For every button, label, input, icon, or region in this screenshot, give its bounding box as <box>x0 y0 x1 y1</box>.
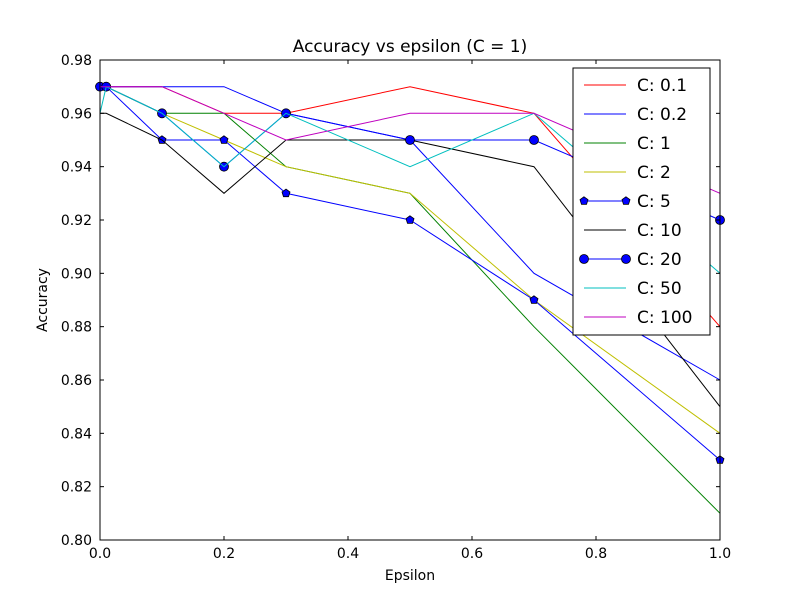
y-tick-label: 0.94 <box>61 160 92 176</box>
x-tick-label: 1.0 <box>709 546 731 562</box>
data-point <box>281 188 291 198</box>
legend-marker <box>621 254 631 264</box>
chart-title: Accuracy vs epsilon (C = 1) <box>293 37 527 57</box>
y-tick-label: 0.96 <box>61 106 92 122</box>
x-tick-label: 0.0 <box>89 546 111 562</box>
x-tick-label: 0.4 <box>337 546 359 562</box>
data-point <box>405 215 415 224</box>
data-point <box>529 295 539 304</box>
legend-label: C: 5 <box>637 192 671 212</box>
data-point <box>529 135 539 145</box>
legend-entry: C: 0.2 <box>584 105 687 125</box>
data-point <box>405 135 415 145</box>
legend-label: C: 0.2 <box>637 105 687 125</box>
legend-entry: C: 100 <box>584 308 692 328</box>
y-tick-label: 0.98 <box>61 53 92 69</box>
y-tick-label: 0.84 <box>61 426 92 442</box>
legend-marker <box>579 196 589 205</box>
y-tick-label: 0.80 <box>61 533 92 549</box>
y-axis-label: Accuracy <box>35 268 51 332</box>
series-line <box>100 112 721 408</box>
legend-label: C: 50 <box>637 279 682 299</box>
legend-label: C: 20 <box>637 250 682 270</box>
y-tick-label: 0.88 <box>61 320 92 336</box>
axis-ticks: 0.0 0.2 0.4 0.6 0.8 1.0 0.80 0.82 0.84 0.86 0.88 0.… <box>61 53 731 562</box>
legend-entry: C: 5 <box>579 192 671 212</box>
legend-label: C: 0.1 <box>637 76 687 96</box>
y-tick-label: 0.82 <box>61 480 92 496</box>
legend-entry: C: 0.1 <box>584 76 687 96</box>
series-C100 <box>100 86 721 194</box>
legend-entry: C: 20 <box>579 250 682 270</box>
legend-marker <box>621 196 631 205</box>
series-C50 <box>99 85 721 274</box>
legend-entry: C: 50 <box>584 279 682 299</box>
legend-entry: C: 10 <box>584 221 682 241</box>
y-tick-label: 0.92 <box>61 213 92 229</box>
plot-lines <box>95 81 725 514</box>
legend-entry: C: 1 <box>584 134 671 154</box>
x-tick-label: 0.2 <box>213 546 235 562</box>
x-tick-label: 0.8 <box>585 546 607 562</box>
legend-label: C: 1 <box>637 134 671 154</box>
legend-label: C: 2 <box>637 163 671 183</box>
legend-label: C: 100 <box>637 308 692 328</box>
series-line <box>99 85 721 274</box>
data-point <box>219 135 229 144</box>
legend-marker <box>579 254 589 264</box>
series-C10 <box>100 112 721 408</box>
y-tick-label: 0.86 <box>61 373 92 389</box>
x-tick-label: 0.6 <box>461 546 483 562</box>
legend: C: 0.1 C: 0.2 C: 1 C: 2 C: 5 C: 10 C: 20 C: 50 C… <box>572 67 711 336</box>
x-axis-label: Epsilon <box>385 568 435 584</box>
legend-entry: C: 2 <box>584 163 671 183</box>
legend-label: C: 10 <box>637 221 682 241</box>
plot-frame <box>99 59 721 541</box>
series-line <box>100 86 721 194</box>
y-tick-label: 0.90 <box>61 266 92 282</box>
